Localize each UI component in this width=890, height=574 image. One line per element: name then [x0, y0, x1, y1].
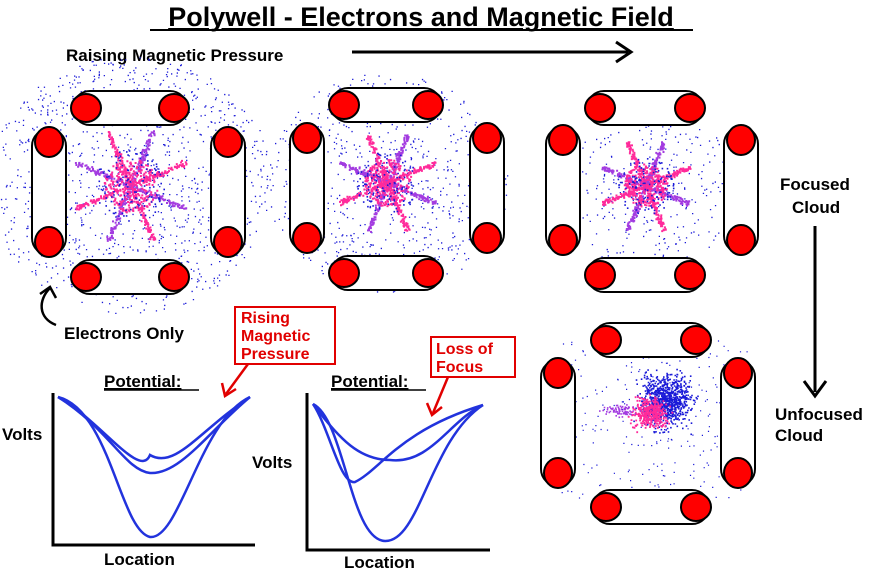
coil-3-top [584, 90, 706, 126]
plot-2-annotation-arrow [425, 376, 450, 418]
electrons-only-arrow [39, 285, 58, 327]
plot-1-annotation-arrow [220, 363, 250, 399]
plot-1-annotation-1: Rising [241, 310, 290, 327]
plot-1-curve-mid [57, 395, 251, 475]
plot-2-curve-shifted [311, 403, 484, 484]
coil-1-left [31, 126, 67, 258]
plot-2-annotation-2: Focus [436, 359, 483, 376]
plot-2-axes [305, 393, 490, 552]
plot-1-xlabel: Location [104, 550, 175, 569]
coil-2-top [328, 87, 444, 123]
potential-plot-1: Potential: Volts Location Rising Magneti… [2, 306, 336, 569]
unfocused-cloud-label-2: Cloud [775, 426, 823, 445]
cloud-electrons-only [0, 57, 274, 314]
plot-1-annotation-3: Pressure [241, 346, 310, 363]
plot-2-title: Potential: [331, 372, 408, 391]
coil-1-top [70, 90, 190, 126]
plot-2-ylabel: Volts [252, 453, 292, 472]
coil-1-bottom [70, 259, 190, 295]
coil-2-left [289, 122, 325, 254]
coil-3-bottom [584, 257, 706, 293]
raising-pressure-label: Raising Magnetic Pressure [66, 46, 283, 65]
coil-4-top [590, 322, 712, 358]
magnet-coils [31, 87, 759, 525]
cloud-medium-pressure [266, 74, 509, 293]
cloud-focused [553, 101, 736, 271]
plot-1-curve-deep [57, 395, 251, 539]
plot-1-axes [51, 393, 255, 547]
plot-2-annotation-box [430, 336, 516, 378]
pressure-arrow [352, 40, 634, 64]
plot-2-xlabel: Location [344, 553, 415, 572]
plot-1-title: Potential: [104, 372, 181, 391]
unfocused-cloud-label-1: Unfocused [775, 405, 863, 424]
plot-1-curve-shallow [57, 395, 251, 463]
plot-1-annotation-box [234, 306, 336, 365]
plot-1-annotation-2: Magnetic [241, 328, 310, 345]
coil-3-right [723, 124, 759, 256]
plot-1-ylabel: Volts [2, 425, 42, 444]
coil-4-right [720, 357, 756, 489]
coil-2-bottom [328, 255, 444, 291]
coil-2-right [469, 122, 505, 254]
diagram-title: Polywell - Electrons and Magnetic Field [168, 2, 674, 32]
focus-loss-arrow [802, 226, 828, 399]
coil-1-right [210, 126, 246, 258]
electron-clouds [0, 57, 751, 501]
potential-plot-2: Potential: Volts Location Loss of Focus [252, 336, 516, 572]
plot-2-curve-skewed [312, 403, 484, 462]
cloud-unfocused [560, 340, 751, 501]
electrons-only-label: Electrons Only [64, 324, 185, 343]
focused-cloud-label-2: Cloud [792, 198, 840, 217]
focused-cloud-label-1: Focused [780, 175, 850, 194]
plot-2-curve-deep [312, 402, 484, 543]
coil-3-left [545, 124, 581, 256]
coil-4-bottom [590, 489, 712, 525]
coil-4-left [540, 357, 576, 489]
plot-2-annotation-1: Loss of [436, 341, 494, 358]
